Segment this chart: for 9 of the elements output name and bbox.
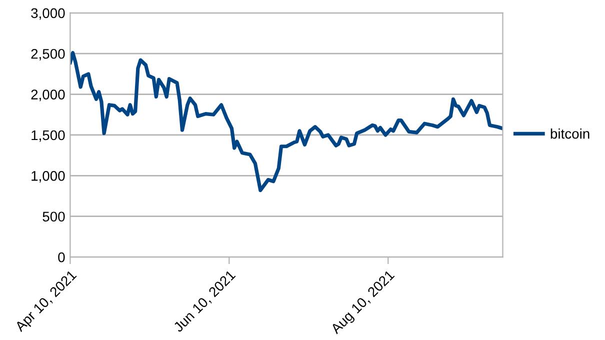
y-tick-label: 2,500 (31, 48, 65, 60)
y-tick-label: 1,500 (32, 130, 65, 142)
y-tick-label: 2,000 (31, 90, 65, 102)
y-tick-label: 500 (42, 212, 65, 222)
y-tick-label: 1,000 (32, 171, 65, 182)
y-tick-label: 3,000 (31, 8, 65, 20)
line-series (70, 50, 503, 192)
y-tick-label: 0 (58, 252, 65, 262)
legend-label: bitcoin (550, 128, 590, 139)
